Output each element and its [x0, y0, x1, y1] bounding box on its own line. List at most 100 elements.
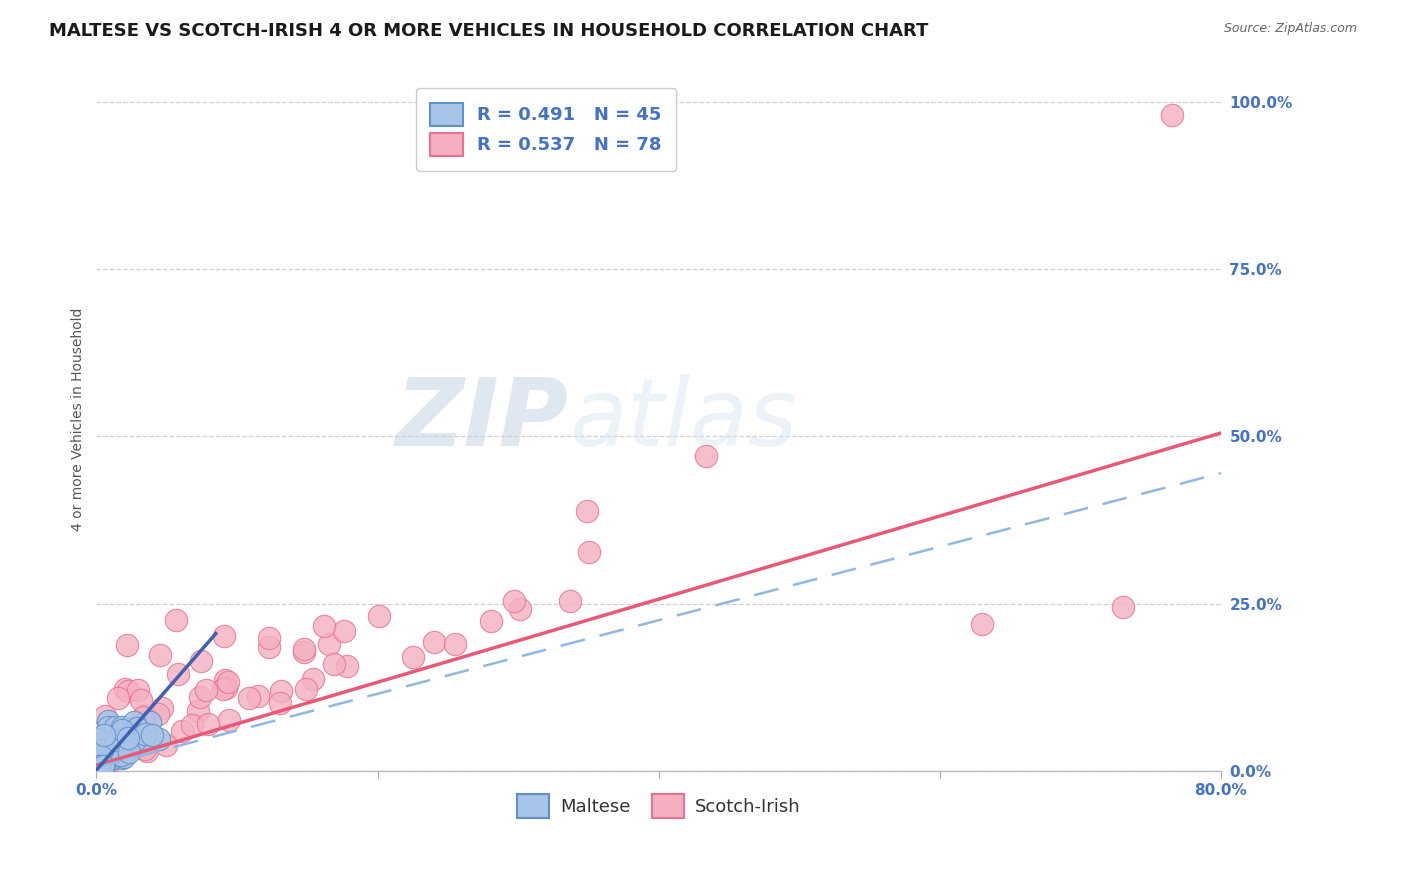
- Point: [86, 750, 108, 764]
- Point: [90, 734, 112, 748]
- Point: [423, 635, 446, 649]
- Point: [122, 714, 145, 729]
- Point: [318, 637, 340, 651]
- Point: [86, 731, 108, 746]
- Point: [190, 654, 212, 668]
- Point: [138, 729, 160, 743]
- Point: [100, 743, 122, 757]
- Point: [149, 648, 172, 663]
- Point: [91, 743, 114, 757]
- Point: [695, 449, 717, 463]
- Point: [139, 714, 162, 729]
- Point: [111, 739, 134, 753]
- Point: [136, 713, 159, 727]
- Point: [141, 731, 163, 745]
- Point: [333, 624, 356, 638]
- Point: [217, 675, 239, 690]
- Point: [479, 614, 502, 628]
- Point: [214, 681, 236, 695]
- Point: [89, 759, 111, 773]
- Point: [118, 722, 141, 736]
- Point: [443, 637, 465, 651]
- Point: [257, 631, 280, 645]
- Point: [115, 730, 138, 744]
- Point: [165, 613, 187, 627]
- Point: [314, 618, 336, 632]
- Point: [90, 762, 112, 776]
- Point: [132, 710, 155, 724]
- Point: [111, 723, 134, 738]
- Point: [96, 732, 118, 747]
- Point: [124, 733, 146, 747]
- Point: [150, 701, 173, 715]
- Y-axis label: 4 or more Vehicles in Household: 4 or more Vehicles in Household: [72, 308, 86, 532]
- Point: [129, 693, 152, 707]
- Point: [127, 721, 149, 735]
- Point: [100, 752, 122, 766]
- Point: [93, 728, 115, 742]
- Point: [970, 616, 993, 631]
- Point: [87, 758, 110, 772]
- Point: [90, 743, 112, 757]
- Point: [148, 706, 170, 721]
- Point: [114, 735, 136, 749]
- Point: [107, 742, 129, 756]
- Point: [115, 638, 138, 652]
- Point: [117, 683, 139, 698]
- Point: [104, 743, 127, 757]
- Point: [107, 690, 129, 705]
- Point: [336, 659, 359, 673]
- Point: [211, 681, 233, 696]
- Point: [114, 681, 136, 696]
- Point: [238, 690, 260, 705]
- Point: [576, 504, 599, 518]
- Point: [170, 723, 193, 738]
- Point: [560, 594, 582, 608]
- Point: [100, 743, 122, 757]
- Point: [187, 704, 209, 718]
- Point: [94, 736, 117, 750]
- Point: [122, 735, 145, 749]
- Point: [87, 752, 110, 766]
- Point: [138, 731, 160, 745]
- Point: [90, 760, 112, 774]
- Point: [96, 738, 118, 752]
- Point: [295, 682, 318, 697]
- Point: [117, 726, 139, 740]
- Point: [114, 737, 136, 751]
- Point: [118, 739, 141, 754]
- Point: [89, 759, 111, 773]
- Point: [134, 727, 156, 741]
- Point: [103, 720, 125, 734]
- Point: [111, 751, 134, 765]
- Point: [127, 682, 149, 697]
- Point: [134, 708, 156, 723]
- Point: [108, 733, 131, 747]
- Point: [96, 746, 118, 760]
- Point: [578, 545, 600, 559]
- Point: [134, 742, 156, 756]
- Point: [155, 738, 177, 752]
- Point: [98, 756, 121, 771]
- Point: [91, 759, 114, 773]
- Point: [148, 732, 170, 747]
- Point: [195, 682, 218, 697]
- Point: [97, 720, 120, 734]
- Point: [368, 609, 391, 624]
- Point: [269, 697, 291, 711]
- Point: [322, 657, 344, 672]
- Point: [111, 747, 134, 761]
- Text: Source: ZipAtlas.com: Source: ZipAtlas.com: [1223, 22, 1357, 36]
- Point: [110, 737, 132, 751]
- Point: [97, 747, 120, 762]
- Point: [111, 726, 134, 740]
- Point: [292, 641, 315, 656]
- Point: [91, 752, 114, 766]
- Point: [247, 689, 270, 703]
- Point: [97, 714, 120, 728]
- Point: [270, 683, 292, 698]
- Point: [94, 709, 117, 723]
- Point: [503, 594, 526, 608]
- Point: [132, 733, 155, 747]
- Text: atlas: atlas: [568, 374, 797, 465]
